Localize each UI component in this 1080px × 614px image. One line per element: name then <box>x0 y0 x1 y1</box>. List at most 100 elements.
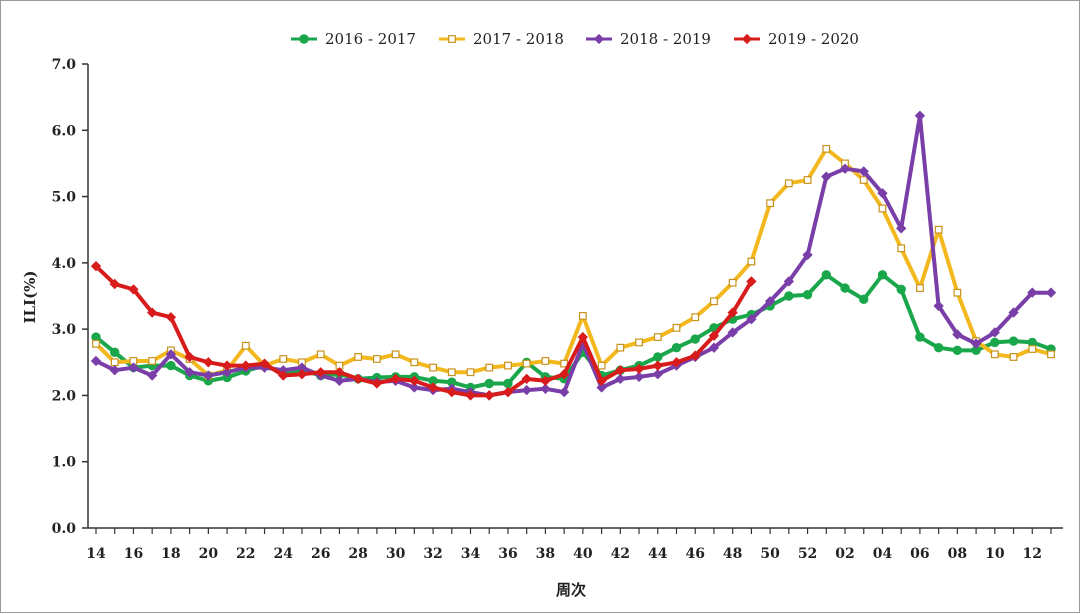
data-point-2017-2018 <box>504 361 512 370</box>
x-tick-label: 12 <box>1023 546 1042 562</box>
data-point-2019-2020 <box>502 386 514 398</box>
data-point-2018-2019 <box>409 382 420 393</box>
data-point-2018-2019 <box>896 223 907 234</box>
data-point-2017-2018 <box>653 333 662 341</box>
data-point-2017-2018 <box>616 343 625 352</box>
data-point-2019-2020 <box>147 307 158 318</box>
y-tick-label: 1.0 <box>52 455 77 471</box>
data-point-2017-2018 <box>429 363 437 372</box>
data-point-2016-2017 <box>933 343 944 353</box>
data-point-2019-2020 <box>371 378 383 389</box>
data-point-2017-2018 <box>990 350 999 359</box>
data-point-2019-2020 <box>221 360 233 371</box>
x-tick-label: 24 <box>274 546 294 562</box>
data-point-2016-2017 <box>1008 336 1019 346</box>
x-tick-label: 26 <box>311 546 330 562</box>
data-point-2018-2019 <box>764 296 776 307</box>
legend-marker-2016-2017 <box>299 34 309 44</box>
axes: 0.0 1.0 2.0 3.0 4.0 5.0 6.0 7.0 14 16 18 20 22 24 26 28… <box>52 57 1063 562</box>
x-tick-label: 10 <box>985 546 1005 562</box>
data-point-2019-2020 <box>465 390 476 401</box>
data-point-2017-2018 <box>747 257 756 266</box>
data-point-2018-2019 <box>952 329 963 340</box>
data-point-2018-2019 <box>746 314 757 325</box>
x-tick-label: 22 <box>236 546 255 562</box>
x-tick-label: 34 <box>461 546 481 562</box>
data-point-2018-2019 <box>970 338 982 349</box>
data-point-2019-2020 <box>727 307 738 318</box>
data-point-2016-2017 <box>896 284 906 295</box>
data-point-2016-2017 <box>990 337 1000 348</box>
data-point-2018-2019 <box>877 188 888 199</box>
data-point-2017-2018 <box>466 368 475 377</box>
data-point-2017-2018 <box>372 355 381 363</box>
data-point-2018-2019 <box>989 327 1000 338</box>
data-point-2019-2020 <box>278 370 289 381</box>
x-tick-label: 50 <box>760 546 780 562</box>
data-point-2016-2017 <box>166 360 176 371</box>
data-point-2019-2020 <box>540 375 551 387</box>
data-point-2019-2020 <box>427 382 439 393</box>
x-tick-label: 48 <box>723 546 742 562</box>
data-point-2019-2020 <box>390 373 401 385</box>
data-point-2017-2018 <box>541 357 550 365</box>
data-point-2018-2019 <box>615 373 626 385</box>
data-point-2016-2017 <box>690 334 700 344</box>
data-point-2019-2020 <box>184 351 195 363</box>
data-point-2019-2020 <box>90 261 102 272</box>
data-point-2016-2017 <box>784 291 794 301</box>
data-point-2019-2020 <box>203 357 214 368</box>
legend-label-2017-2018: 2017 - 2018 <box>473 30 564 48</box>
x-axis-title: 周次 <box>556 581 586 599</box>
data-point-2017-2018 <box>784 179 793 188</box>
y-tick-label: 4.0 <box>52 256 77 272</box>
x-tick-label: 06 <box>910 546 929 562</box>
data-point-2016-2017 <box>859 294 869 305</box>
data-point-2017-2018 <box>485 363 494 372</box>
data-point-2019-2020 <box>409 375 420 387</box>
y-tick-label: 0.0 <box>52 521 77 537</box>
data-point-2016-2017 <box>952 345 963 356</box>
legend-marker-2019-2020 <box>741 33 753 45</box>
data-point-2018-2019 <box>147 370 158 381</box>
x-tick-label: 44 <box>648 546 668 562</box>
data-point-2017-2018 <box>391 350 400 359</box>
data-point-2019-2020 <box>128 284 139 295</box>
data-point-2018-2019 <box>558 386 570 398</box>
data-point-2016-2017 <box>653 352 663 362</box>
series-layer <box>90 110 1057 401</box>
data-point-2018-2019 <box>128 362 139 373</box>
data-point-2018-2019 <box>1045 287 1057 298</box>
data-point-2017-2018 <box>878 204 887 213</box>
x-tick-label: 52 <box>798 546 817 562</box>
legend-marker-2017-2018 <box>448 35 456 43</box>
y-tick-label: 3.0 <box>52 322 77 338</box>
x-tick-label: 04 <box>873 546 893 562</box>
data-point-2017-2018 <box>92 339 100 348</box>
data-point-2018-2019 <box>933 300 944 312</box>
series-line-2018-2019 <box>94 113 1053 398</box>
data-point-2018-2019 <box>821 171 832 182</box>
data-point-2018-2019 <box>334 375 345 387</box>
y-tick-label: 5.0 <box>52 190 77 206</box>
data-point-2018-2019 <box>858 166 869 177</box>
legend: 2016 - 2017 2017 - 2018 2018 - 2019 2019 - … <box>291 30 859 48</box>
data-point-2016-2017 <box>503 378 513 389</box>
data-point-2017-2018 <box>953 288 962 297</box>
data-point-2017-2018 <box>354 353 363 361</box>
data-point-2019-2020 <box>708 330 720 341</box>
data-point-2016-2017 <box>671 343 682 353</box>
data-point-2018-2019 <box>1008 307 1019 318</box>
data-point-2017-2018 <box>672 323 681 332</box>
data-point-2019-2020 <box>315 367 326 378</box>
data-point-2017-2018 <box>279 355 288 363</box>
x-tick-label: 40 <box>573 546 593 562</box>
data-point-2019-2020 <box>690 350 701 361</box>
data-point-2018-2019 <box>165 349 177 360</box>
data-point-2018-2019 <box>652 369 663 380</box>
data-point-2017-2018 <box>1047 350 1055 359</box>
data-point-2018-2019 <box>783 276 795 287</box>
data-point-2019-2020 <box>109 278 120 290</box>
data-point-2016-2017 <box>802 289 813 300</box>
